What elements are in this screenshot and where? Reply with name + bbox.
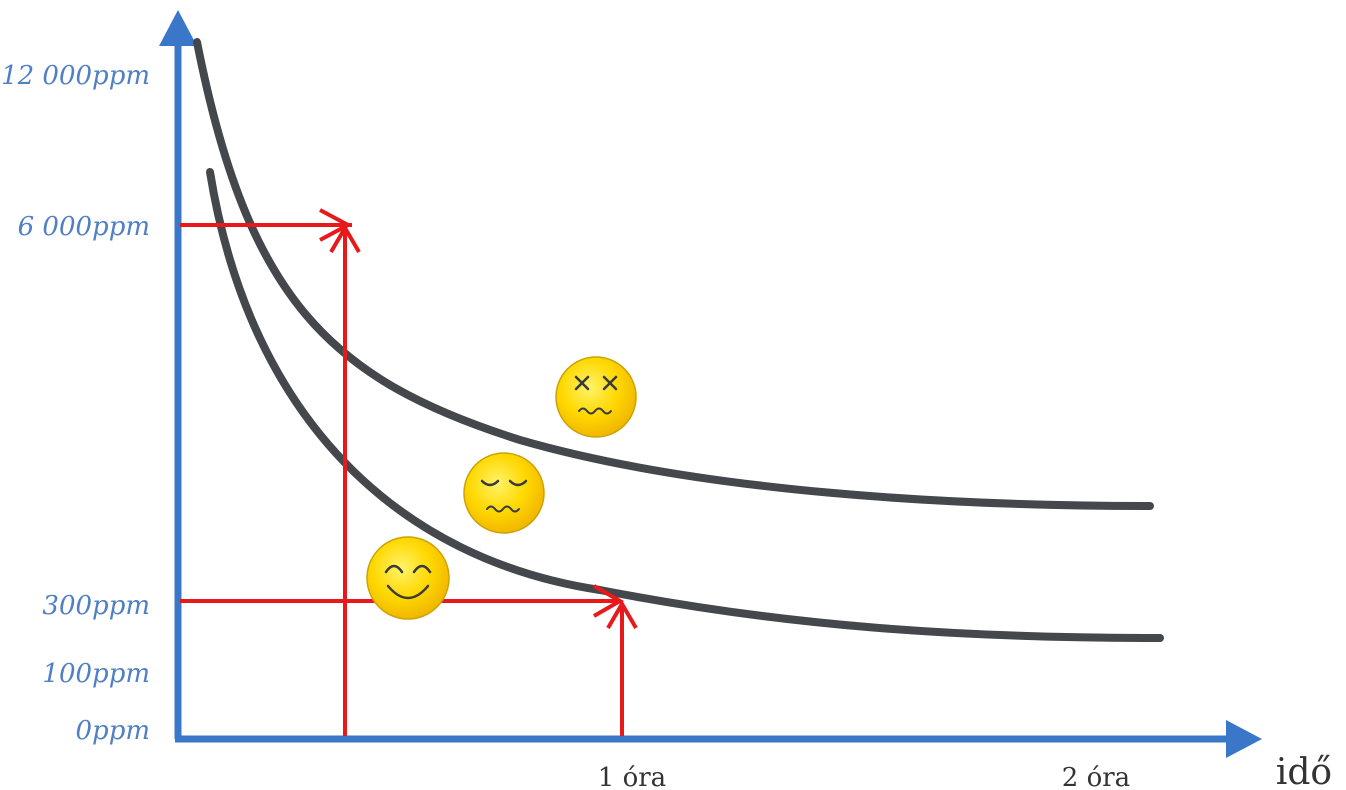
axes [159,10,1262,758]
y-tick-labels: 12 000ppm 6 000ppm 300ppm 100ppm 0ppm [1,61,150,746]
x-tick-labels: 1 óra 2 óra idő [598,752,1332,790]
x-tick-label: 1 óra [598,763,666,790]
y-tick-label: 0ppm [76,716,150,746]
y-tick-label: 300ppm [42,591,150,621]
x-axis-arrowhead [1226,720,1262,758]
guide-arrowhead-right [593,584,625,618]
curves [193,38,1164,642]
y-tick-label: 6 000ppm [18,212,150,242]
y-tick-label: 12 000ppm [1,61,150,91]
y-tick-label: 100ppm [42,659,150,689]
x-axis-title: idő [1276,752,1332,790]
queasy-face-icon [463,452,545,534]
guide-lines [180,208,638,736]
faces [366,356,637,620]
happy-face-icon [366,536,450,620]
dizzy-face-icon [555,356,637,438]
upper-curve [193,38,1154,510]
guide-arrowhead-up [329,224,361,254]
guide-arrowhead-up [606,600,638,630]
y-axis-arrowhead [159,10,197,46]
guide-arrowhead-right [319,208,353,242]
x-tick-label: 2 óra [1062,763,1130,790]
